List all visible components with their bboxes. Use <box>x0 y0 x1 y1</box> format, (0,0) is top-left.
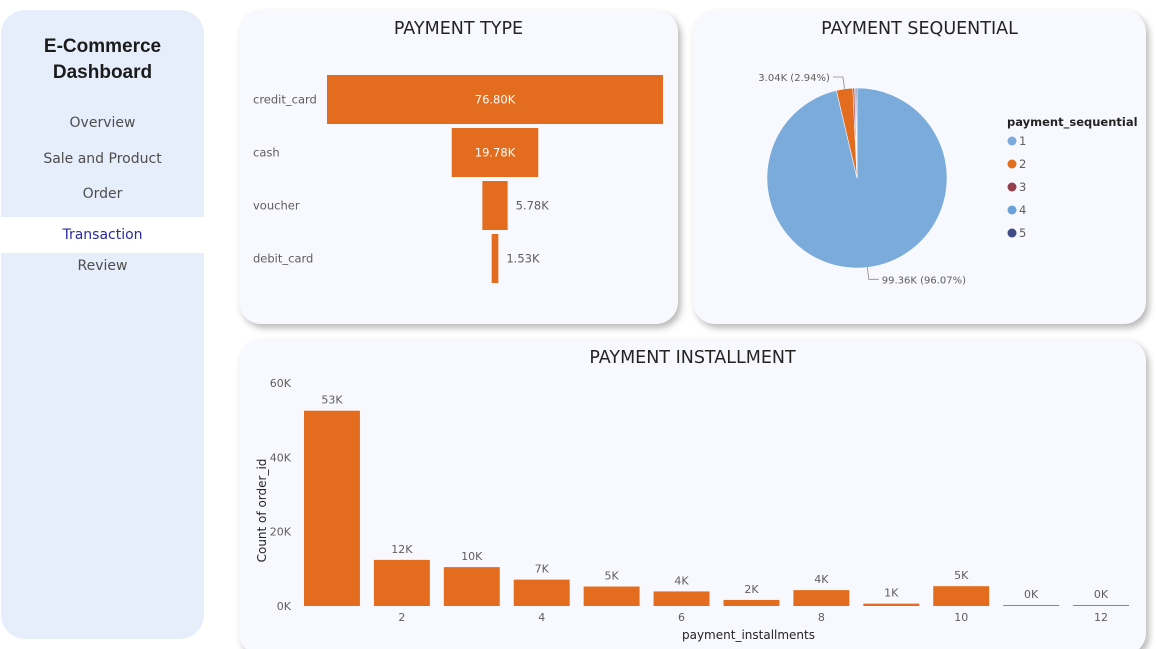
bar-data-label: 4K <box>814 573 829 586</box>
pie-leader-line <box>832 76 845 89</box>
bar-data-label: 12K <box>391 543 413 556</box>
installment-bar[interactable] <box>443 567 500 606</box>
nav-item-overview[interactable]: Overview <box>69 115 136 131</box>
legend-label[interactable]: 5 <box>1019 226 1026 240</box>
payment-type-funnel-chart: credit_card 76.80K cash 19.78K voucher 5.78K d… <box>253 75 663 283</box>
funnel-bar[interactable] <box>482 181 508 230</box>
installment-bar[interactable] <box>933 586 990 606</box>
y-tick-label: 20K <box>270 526 292 539</box>
legend-label[interactable]: 3 <box>1019 180 1026 194</box>
installment-bar[interactable] <box>793 590 850 606</box>
funnel-bar[interactable] <box>491 234 499 283</box>
y-tick-label: 60K <box>270 377 292 390</box>
x-tick-label: 12 <box>1094 611 1108 624</box>
nav-item-transaction[interactable]: Transaction <box>1 216 204 253</box>
payment-type-title: PAYMENT TYPE <box>393 19 524 39</box>
pie-legend-title: payment_sequential <box>1007 115 1138 130</box>
y-tick-label: 40K <box>270 451 292 464</box>
pie-leader-line <box>866 267 879 280</box>
legend-label[interactable]: 4 <box>1019 203 1026 217</box>
x-tick-label: 8 <box>818 611 825 624</box>
x-tick-label: 6 <box>678 611 685 624</box>
legend-marker-icon <box>1007 228 1017 238</box>
payment-sequential-pie-chart: 99.36K (96.07%) 3.04K (2.94%) payment_sequ… <box>758 73 1138 286</box>
bar-data-label: 4K <box>674 574 689 587</box>
funnel-category-label: debit_card <box>253 252 313 266</box>
pie-data-label: 99.36K (96.07%) <box>882 275 966 286</box>
nav-item-review[interactable]: Review <box>77 257 128 274</box>
bar-data-label: 2K <box>744 583 759 596</box>
nav-item-order[interactable]: Order <box>82 186 123 202</box>
installment-bar[interactable] <box>723 599 780 606</box>
installment-bar[interactable] <box>653 591 710 606</box>
installment-bar[interactable] <box>863 603 920 606</box>
legend-marker-icon <box>1007 159 1017 169</box>
funnel-category-label: cash <box>253 146 280 160</box>
legend-marker-icon <box>1007 205 1017 215</box>
dashboard-title: E-Commerce Dashboard <box>1 34 204 86</box>
funnel-data-label: 19.78K <box>475 146 516 160</box>
sidebar-nav: Overview Sale and Product Order Transact… <box>1 110 204 288</box>
pie-slice-5[interactable] <box>855 87 858 179</box>
installment-bar[interactable] <box>303 410 360 606</box>
x-tick-label: 10 <box>954 611 968 624</box>
installment-bar[interactable] <box>1073 605 1130 606</box>
y-axis-title: Count of order_id <box>255 459 269 563</box>
bar-data-label: 5K <box>605 570 620 583</box>
installment-bar[interactable] <box>373 559 430 606</box>
legend-label[interactable]: 2 <box>1019 157 1026 171</box>
payment-sequential-card: PAYMENT SEQUENTIAL 99.36K (96.07%) 3.04K … <box>693 10 1146 324</box>
funnel-data-label: 5.78K <box>516 199 550 213</box>
payment-installment-title: PAYMENT INSTALLMENT <box>589 348 796 368</box>
legend-marker-icon <box>1007 136 1017 146</box>
funnel-category-label: credit_card <box>253 93 317 107</box>
dashboard-title-line1: E-Commerce <box>43 36 162 57</box>
installment-bar[interactable] <box>583 586 640 606</box>
pie-data-label: 3.04K (2.94%) <box>758 73 830 84</box>
nav-item-sale-and-product[interactable]: Sale and Product <box>43 150 162 167</box>
bar-data-label: 5K <box>954 569 969 582</box>
bar-data-label: 1K <box>884 587 899 600</box>
funnel-bar[interactable] <box>327 75 663 124</box>
sidebar: E-Commerce Dashboard Overview Sale and P… <box>1 10 204 639</box>
bar-data-label: 0K <box>1024 588 1039 601</box>
dashboard-title-line2: Dashboard <box>52 62 153 83</box>
payment-sequential-title: PAYMENT SEQUENTIAL <box>821 19 1018 39</box>
x-tick-label: 4 <box>538 611 545 624</box>
legend-marker-icon <box>1007 182 1017 192</box>
x-axis-title: payment_installments <box>682 628 815 642</box>
bar-data-label: 7K <box>535 563 550 576</box>
funnel-data-label: 1.53K <box>506 252 540 266</box>
y-tick-label: 0K <box>277 600 292 613</box>
payment-type-card: PAYMENT TYPE credit_card 76.80K cash 19.78K… <box>239 10 678 324</box>
funnel-bar[interactable] <box>451 128 539 177</box>
bar-data-label: 53K <box>321 394 343 407</box>
installment-bar[interactable] <box>513 579 570 606</box>
bar-data-label: 0K <box>1094 588 1109 601</box>
installment-bar[interactable] <box>1003 605 1060 606</box>
bar-data-label: 10K <box>461 550 483 563</box>
payment-installment-card: PAYMENT INSTALLMENT 0K 20K 40K 60K Count of … <box>239 339 1146 649</box>
funnel-category-label: voucher <box>253 199 300 213</box>
legend-label[interactable]: 1 <box>1019 134 1026 148</box>
funnel-data-label: 76.80K <box>475 93 516 107</box>
x-tick-label: 2 <box>398 611 405 624</box>
